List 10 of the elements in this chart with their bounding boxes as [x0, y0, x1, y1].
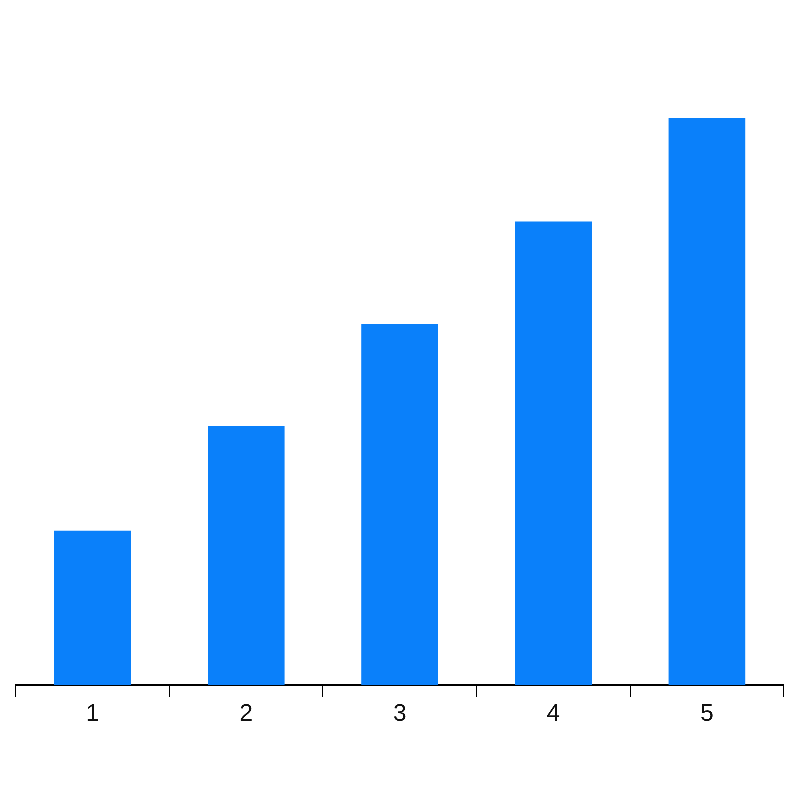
x-tick-label: 3: [393, 700, 407, 728]
x-tick-label: 2: [240, 700, 254, 728]
bar: [668, 118, 746, 686]
bar: [362, 324, 438, 686]
bar: [208, 426, 285, 686]
x-tick-label: 5: [700, 700, 714, 728]
bar: [54, 530, 132, 686]
bar: [515, 222, 592, 686]
x-tick-label: 4: [546, 700, 560, 728]
x-tick-label: 1: [86, 700, 100, 728]
